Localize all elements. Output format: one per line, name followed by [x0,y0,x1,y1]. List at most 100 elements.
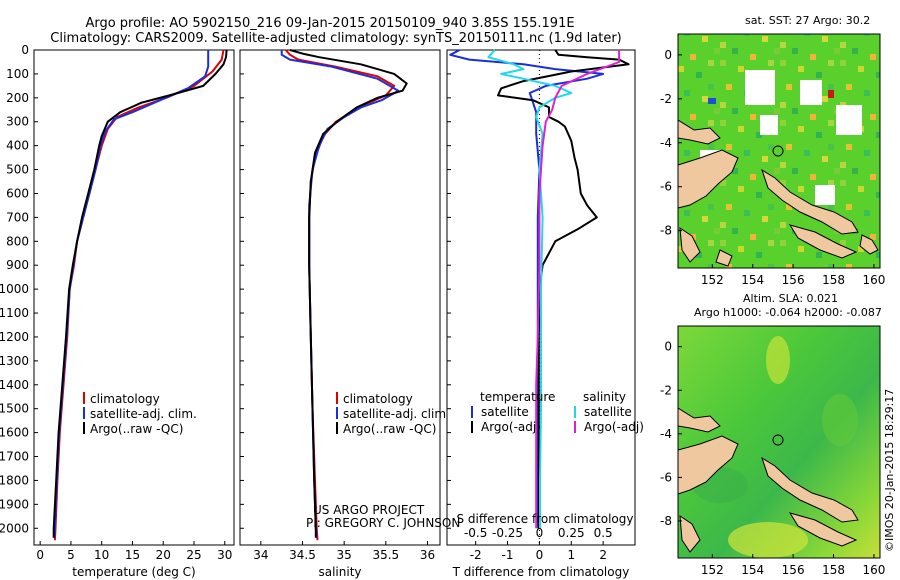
y-tick-label: 1900 [0,497,29,511]
sla-map-axes: 152 154 156 158 160 0 -2 -4 -6 -8 [660,340,885,577]
legend-label: climatology [343,392,413,406]
x-tick-label: 34 [253,548,268,562]
x-tick-label: 1 [567,548,575,562]
y-tick-label: 1400 [0,378,29,392]
map-y-tick-label: -6 [660,180,672,194]
y-tick-label: 1500 [0,402,29,416]
legend-title-salinity: salinity [583,390,626,404]
s-tick-label: 0 [536,526,544,540]
x-tick-label: 35 [337,548,352,562]
legend-label: satellite-adj. clim. [343,407,450,421]
y-tick-label: 600 [6,186,29,200]
x-tick-label: 20 [156,548,171,562]
temperature-xlabel: temperature (deg C) [72,565,195,579]
x-tick-label: -2 [470,548,482,562]
y-tick-label: 300 [6,115,29,129]
legend-label: Argo(-adj) [481,420,541,434]
salinity-frame [239,49,441,546]
sla-map [677,325,881,559]
map-x-tick-label: 154 [741,563,764,577]
sla-map-title2: Argo h1000: -0.064 h2000: -0.087 [694,306,882,319]
y-tick-label: 800 [6,234,29,248]
y-tick-label: 900 [6,258,29,272]
series-argo-raw-qc- [52,49,228,538]
temperature-panel: 0 5 10 15 20 25 300100200300400500600700800900… [0,43,235,579]
legend-label: satellite-adj. clim. [90,407,197,421]
header-line2: Climatology: CARS2009. Satellite-adjuste… [50,31,622,46]
map-y-tick-label: -8 [660,514,672,528]
difference-panel: -2 -1 0 1 2 T difference from climatology temp… [446,49,644,579]
y-tick-label: 100 [6,67,29,81]
x-tick-label: 36 [420,548,435,562]
x-tick-label: 10 [94,548,109,562]
legend-title-temperature: temperature [480,390,555,404]
credit-project: US ARGO PROJECT [313,503,425,517]
s-tick-label: 0.5 [594,526,613,540]
series-salinity-argo [535,50,621,529]
difference-xlabel: T difference from climatology [452,565,630,579]
map-y-tick-label: -6 [660,470,672,484]
y-tick-label: 700 [6,210,29,224]
y-tick-label: 400 [6,139,29,153]
map-x-tick-label: 160 [862,563,885,577]
x-tick-label: 0 [36,548,44,562]
map-x-tick-label: 158 [822,273,845,287]
y-tick-label: 1000 [0,282,29,296]
x-tick-label: 0 [536,548,544,562]
map-x-tick-label: 152 [701,273,724,287]
x-tick-label: 30 [217,548,232,562]
y-tick-label: 2000 [0,521,29,535]
sst-map [677,33,881,269]
salinity-panel: 34 34.5 35 35.5 36 salinity climatologysatelli… [239,49,450,579]
y-tick-label: 1200 [0,330,29,344]
temperature-frame [33,49,235,546]
x-tick-label: 34.5 [289,548,316,562]
s-tick-label: 0.25 [558,526,585,540]
series-salinity-satellite [487,49,573,529]
map-x-tick-label: 152 [701,563,724,577]
y-tick-label: 1700 [0,450,29,464]
x-tick-label: -1 [502,548,514,562]
y-tick-label: 0 [21,43,29,57]
map-x-tick-label: 158 [822,563,845,577]
sst-map-title: sat. SST: 27 Argo: 30.2 [745,14,870,27]
difference-xlabel2: S difference from climatology [457,512,634,526]
s-tick-label: -0.25 [492,526,523,540]
map-y-tick-label: 0 [664,48,672,62]
x-tick-label: 2 [599,548,607,562]
sst-map-axes: 152 154 156 158 160 0 -2 -4 -6 -8 [660,48,885,287]
legend-label: satellite [481,405,529,419]
map-y-tick-label: -2 [660,92,672,106]
x-tick-label: 35.5 [372,548,399,562]
y-tick-label: 500 [6,163,29,177]
y-tick-label: 1600 [0,426,29,440]
map-x-tick-label: 154 [741,273,764,287]
y-tick-label: 1100 [0,306,29,320]
series-argo-raw-qc- [289,49,408,538]
legend-label: climatology [90,392,160,406]
imos-timestamp: ©IMOS 20-Jan-2015 18:29:17 [883,389,896,552]
y-tick-label: 200 [6,91,29,105]
y-tick-label: 1800 [0,473,29,487]
credit-pi: PI: GREGORY C. JOHNSON [306,516,460,530]
salinity-xlabel: salinity [318,565,361,579]
map-x-tick-label: 160 [862,273,885,287]
x-tick-label: 25 [186,548,201,562]
x-tick-label: 15 [125,548,140,562]
map-x-tick-label: 156 [782,563,805,577]
legend-label: Argo(-adj) [584,420,644,434]
s-tick-label: -0.5 [464,526,487,540]
y-tick-label: 1300 [0,354,29,368]
map-y-tick-label: -4 [660,136,672,150]
map-y-tick-label: -8 [660,224,672,238]
map-y-tick-label: -2 [660,383,672,397]
legend-label: Argo(..raw -QC) [343,422,436,436]
sla-map-title1: Altim. SLA: 0.021 [743,292,838,305]
map-y-tick-label: 0 [664,340,672,354]
header-line1: Argo profile: AO 5902150_216 09-Jan-2015… [85,16,574,31]
legend-label: satellite [584,405,632,419]
x-tick-label: 5 [67,548,75,562]
map-y-tick-label: -4 [660,427,672,441]
map-x-tick-label: 156 [782,273,805,287]
